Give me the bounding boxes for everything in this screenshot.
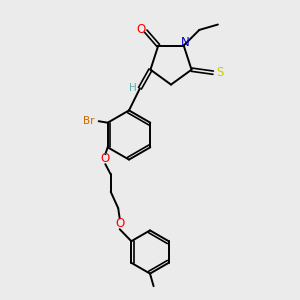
Text: O: O bbox=[136, 22, 145, 35]
Text: S: S bbox=[217, 66, 224, 79]
Text: O: O bbox=[101, 152, 110, 165]
Text: O: O bbox=[116, 217, 125, 230]
Text: Br: Br bbox=[83, 116, 94, 126]
Text: N: N bbox=[181, 36, 190, 49]
Text: H: H bbox=[129, 83, 136, 93]
